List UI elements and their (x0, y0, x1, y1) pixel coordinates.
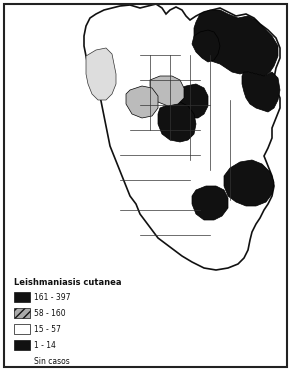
Polygon shape (172, 84, 208, 118)
Polygon shape (194, 10, 278, 76)
Polygon shape (192, 30, 220, 62)
Polygon shape (126, 86, 158, 118)
Polygon shape (158, 102, 196, 142)
Bar (14, 308, 30, 318)
Text: 15 - 57: 15 - 57 (34, 325, 61, 334)
Bar (14, 292, 30, 302)
Bar (14, 340, 30, 350)
Polygon shape (224, 160, 274, 206)
Polygon shape (84, 4, 280, 270)
Text: Sin casos: Sin casos (34, 357, 70, 365)
Polygon shape (150, 76, 184, 106)
Bar (14, 324, 30, 334)
Polygon shape (242, 72, 280, 112)
Polygon shape (192, 186, 228, 220)
Text: 1 - 14: 1 - 14 (34, 341, 56, 349)
Text: Leishmaniasis cutanea: Leishmaniasis cutanea (14, 278, 122, 287)
Text: 58 - 160: 58 - 160 (34, 309, 66, 318)
Text: 161 - 397: 161 - 397 (34, 292, 70, 302)
Polygon shape (86, 48, 116, 100)
